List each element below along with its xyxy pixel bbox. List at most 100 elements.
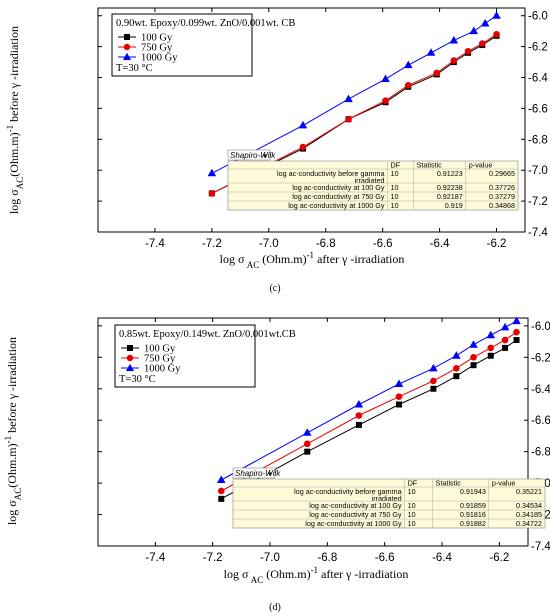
dropdown-icon: ▾ (263, 151, 267, 160)
legend-marker (123, 43, 131, 51)
legend-entry: 1000 Gy (144, 364, 181, 375)
y-tick-label: -7.2 (528, 196, 548, 208)
data-point (486, 330, 496, 339)
data-point (394, 379, 404, 388)
stats-row-statistic: 0.91223 (437, 169, 463, 178)
series-line-1000-gy (221, 320, 517, 481)
stats-row-df: 10 (391, 192, 399, 201)
legend-note: T=30 °C (119, 374, 156, 385)
y-tick-label: -6.6 (531, 415, 550, 427)
series-line-750-gy (221, 331, 517, 492)
dropdown-icon: ▾ (268, 469, 272, 478)
x-tick-label: -7.2 (203, 552, 223, 564)
data-point (501, 336, 509, 344)
data-point (355, 412, 363, 419)
legend: 0.85wt. Epoxy/0.149wt. ZnO/0.001wt.CB 100… (114, 324, 296, 388)
stats-table-header: Statistic (417, 161, 443, 170)
series-line-100-gy (221, 339, 517, 500)
stats-row-df: 10 (408, 519, 416, 528)
stats-row-statistic: 0.91859 (460, 501, 486, 510)
y-tick-label: -6.0 (528, 11, 548, 23)
stats-row-pvalue: 0.34534 (516, 501, 542, 510)
data-point (513, 328, 520, 336)
data-point (344, 94, 353, 103)
data-point (452, 351, 461, 359)
stats-row-df: 10 (408, 501, 416, 510)
stats-table-title-box (227, 149, 271, 161)
stats-row-statistic: 0.92187 (437, 192, 463, 201)
data-point (493, 30, 500, 38)
y-axis-label: log σAC(Ohm.m)-1 before γ -irradiation (5, 26, 25, 214)
data-point (403, 60, 413, 69)
stats-row-pvalue: 0.35221 (516, 487, 542, 496)
x-tick-label: -6.2 (487, 238, 507, 250)
data-point (450, 57, 458, 64)
data-point (492, 11, 501, 19)
data-point (464, 47, 472, 55)
stats-row-pvalue: 0.34868 (489, 201, 515, 210)
legend-box (111, 13, 253, 77)
data-point (487, 352, 494, 359)
stats-row-pvalue: 0.37726 (489, 183, 515, 192)
data-point (345, 115, 352, 123)
stats-row-label: log ac-conductivity at 100 Gy (309, 501, 402, 510)
stats-row-label: log ac-conductivity at 1000 Gy (305, 519, 402, 528)
stats-table: Shapiro-Wilk▾ DF Statistic p-value log ac-co… (227, 149, 519, 211)
data-point (404, 81, 412, 89)
data-point (500, 322, 510, 331)
stats-row-label: irradiated (355, 176, 385, 185)
y-tick-label: -6.0 (531, 321, 550, 333)
legend-marker (124, 34, 130, 40)
stats-row-statistic: 0.91882 (460, 519, 486, 528)
legend-entry: 750 Gy (141, 43, 173, 54)
x-tick-label: -7.4 (145, 238, 165, 250)
legend-marker (126, 363, 134, 371)
legend-marker (127, 345, 133, 351)
data-point (355, 421, 362, 428)
x-axis-label: log σ AC (Ohm.m)-1 after γ -irradiation (220, 250, 405, 270)
stats-row-df: 10 (391, 201, 399, 210)
data-point (479, 40, 486, 47)
series-line-100-gy (211, 35, 497, 194)
legend-entry: 1000 Gy (141, 53, 178, 64)
x-tick-label: -7.4 (145, 552, 165, 564)
stats-table-title-box (232, 467, 276, 479)
y-tick-label: -6.6 (528, 103, 548, 115)
panel-label: (c) (269, 283, 280, 294)
stats-row-df: 10 (391, 183, 399, 192)
data-point (382, 97, 389, 104)
data-point (298, 120, 308, 129)
y-tick-label: -6.8 (531, 447, 550, 459)
stats-row-label: log ac-conductivity before gamma (277, 169, 384, 178)
data-point (426, 48, 436, 56)
x-tick-label: -7.0 (259, 238, 279, 250)
legend-entry: 100 Gy (141, 33, 173, 44)
stats-row-label: log ac-conductivity at 1000 Gy (288, 201, 385, 210)
stats-row-label: log ac-conductivity before gamma (294, 487, 401, 496)
data-point (216, 475, 226, 483)
y-tick-label: -6.4 (531, 384, 550, 396)
data-point (396, 401, 402, 408)
data-point (469, 26, 479, 35)
stats-row-pvalue: 0.34185 (516, 510, 542, 519)
data-point (512, 316, 521, 325)
x-tick-label: -6.6 (373, 238, 393, 250)
stats-row-statistic: 0.919 (445, 201, 463, 210)
x-axis-label: log σ AC (Ohm.m)-1 after γ -irradiation (224, 565, 409, 585)
data-point (299, 143, 307, 151)
stats-table-header: p-value (492, 479, 516, 488)
data-point (480, 18, 490, 27)
data-point (429, 363, 438, 372)
series-line-1000-gy (211, 15, 497, 174)
y-tick-label: -6.2 (531, 352, 550, 364)
plot-frame (97, 7, 526, 233)
x-tick-label: -6.8 (317, 552, 337, 564)
legend-title: 0.85wt. Epoxy/0.149wt. ZnO/0.001wt.CB (119, 329, 296, 340)
data-point (453, 373, 460, 380)
data-point (208, 190, 216, 197)
stats-row-statistic: 0.92238 (437, 183, 463, 192)
stats-row-df: 10 (408, 510, 416, 519)
data-point (487, 344, 495, 352)
legend-marker (126, 354, 134, 362)
